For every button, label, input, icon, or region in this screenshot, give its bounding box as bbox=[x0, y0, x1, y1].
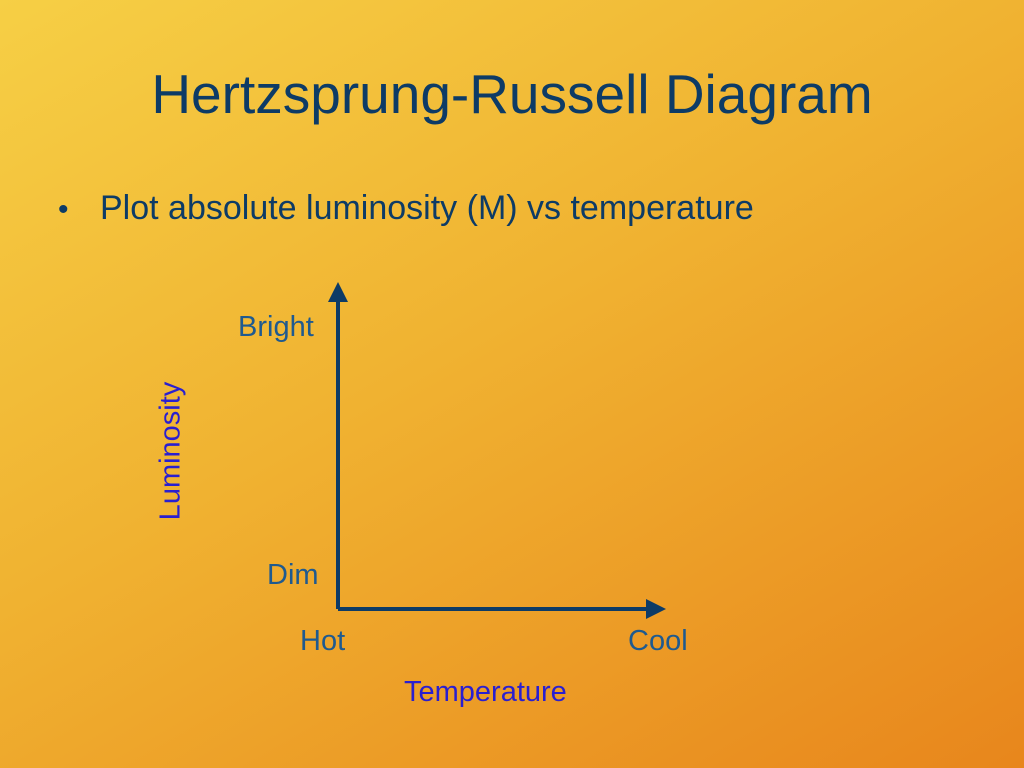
bullet-text: Plot absolute luminosity (M) vs temperat… bbox=[100, 189, 754, 227]
x-axis-title: Temperature bbox=[404, 676, 567, 708]
x-left-label: Hot bbox=[300, 625, 346, 657]
bullet-item: • Plot absolute luminosity (M) vs temper… bbox=[58, 189, 754, 228]
slide-title: Hertzsprung-Russell Diagram bbox=[151, 63, 873, 125]
bullet-marker: • bbox=[58, 193, 69, 226]
x-right-label: Cool bbox=[628, 625, 688, 657]
y-top-label: Bright bbox=[238, 311, 314, 343]
y-axis-title: Luminosity bbox=[154, 381, 187, 521]
y-bottom-label: Dim bbox=[267, 559, 319, 591]
